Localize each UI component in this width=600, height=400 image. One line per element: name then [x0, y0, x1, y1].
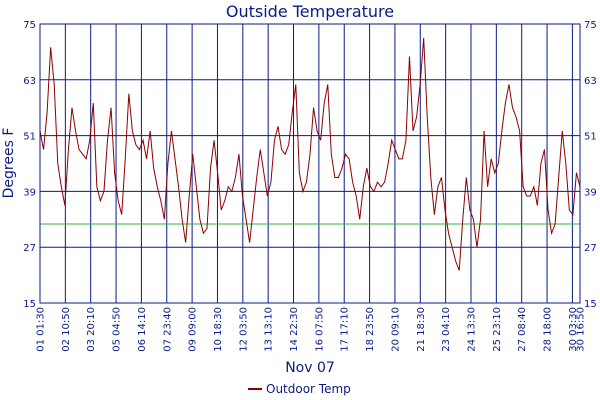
y-tick-label-right: 75	[584, 20, 597, 31]
x-tick-label: 30 03:30	[568, 307, 579, 352]
y-axis-label: Degrees F	[1, 128, 17, 199]
x-tick-label: 25 23:10	[492, 307, 503, 352]
y-tick-label-left: 27	[23, 243, 36, 254]
x-tick-label: 07 23:40	[162, 307, 173, 352]
x-tick-label: 06 14:10	[137, 307, 148, 352]
x-tick-label: 21 18:30	[416, 307, 427, 352]
x-tick-label: 28 18:00	[543, 307, 554, 352]
legend-label-outdoor-temp: Outdoor Temp	[266, 382, 351, 396]
x-tick-label: 05 04:50	[112, 307, 123, 352]
x-tick-label: 20 09:10	[390, 307, 401, 352]
x-axis-ticks: 01 01:30 02 10:50 03 20:10 05 04:50 06 14:10…	[36, 307, 587, 352]
y-tick-label-right: 51	[584, 132, 597, 143]
y-tick-label-left: 39	[23, 187, 36, 198]
x-tick-label: 27 08:40	[517, 307, 528, 352]
horizontal-gridlines	[40, 79, 580, 248]
x-tick-label: 10 18:30	[213, 307, 224, 352]
x-axis-label: Nov 07	[285, 360, 335, 376]
x-tick-label: 14 22:30	[289, 307, 300, 352]
x-tick-label: 09 09:00	[188, 307, 199, 352]
x-tick-label: 01 01:30	[36, 307, 47, 352]
x-tick-label: 02 10:50	[61, 307, 72, 352]
vertical-gridlines	[64, 24, 573, 303]
x-tick-label: 23 04:10	[441, 307, 452, 352]
x-tick-label: 18 23:50	[365, 307, 376, 352]
x-tick-label: 13 13:10	[264, 307, 275, 352]
x-tick-label: 17 17:10	[340, 307, 351, 352]
x-tick-label: 30 16:50	[576, 307, 587, 352]
y-tick-label-right: 15	[584, 299, 597, 310]
y-tick-label-left: 15	[23, 299, 36, 310]
y-tick-label-left: 51	[23, 132, 36, 143]
y-axis-right-ticks: 15 27 39 51 63 75	[584, 20, 597, 310]
series-line-outdoor-temp	[39, 37, 581, 271]
chart-title: Outside Temperature	[226, 2, 394, 21]
y-tick-label-left: 75	[23, 20, 36, 31]
y-axis-left-ticks: 15 27 39 51 63 75	[23, 20, 36, 310]
x-tick-label: 24 13:30	[466, 307, 477, 352]
legend: Outdoor Temp	[248, 382, 351, 396]
x-tick-label: 16 07:50	[314, 307, 325, 352]
x-tick-label: 12 03:50	[238, 307, 249, 352]
y-tick-label-left: 63	[23, 76, 36, 87]
plot-background	[40, 24, 580, 303]
y-tick-label-right: 27	[584, 243, 597, 254]
plot-area	[39, 23, 581, 304]
plot-frame	[39, 23, 581, 304]
x-tick-label: 03 20:10	[86, 307, 97, 352]
y-tick-label-right: 39	[584, 187, 597, 198]
y-tick-label-right: 63	[584, 76, 597, 87]
